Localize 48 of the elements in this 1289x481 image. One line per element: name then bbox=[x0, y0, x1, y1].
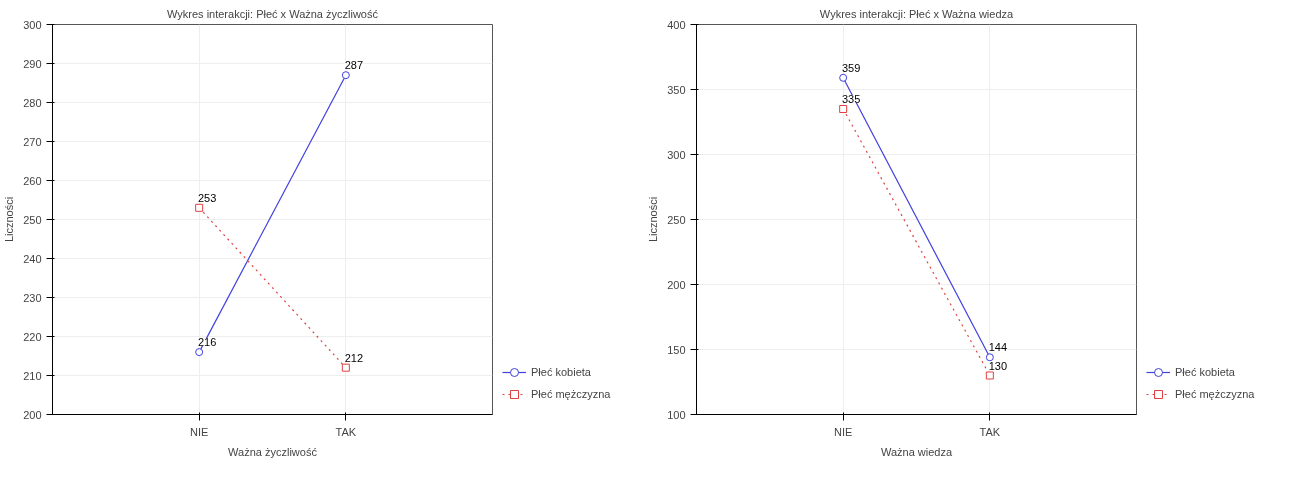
y-tick-label: 250 bbox=[23, 213, 42, 226]
y-tick-label: 250 bbox=[667, 213, 686, 226]
point bbox=[985, 353, 994, 362]
legend-label: Płeć kobieta bbox=[531, 366, 591, 378]
x-tick-label: NIE bbox=[834, 425, 853, 438]
y-tick-label: 280 bbox=[23, 96, 42, 109]
x-tick-label: TAK bbox=[979, 425, 1001, 438]
legend-label: Płeć mężczyzna bbox=[531, 388, 611, 400]
data-label: 359 bbox=[841, 61, 861, 74]
point bbox=[341, 71, 350, 80]
point bbox=[195, 203, 204, 212]
y-tick-label: 270 bbox=[23, 135, 42, 148]
y-tick-label: 260 bbox=[23, 174, 42, 187]
y-tick-label: 220 bbox=[23, 330, 42, 343]
data-label: 253 bbox=[197, 191, 217, 204]
y-tick-label: 200 bbox=[23, 408, 42, 421]
y-tick-label: 200 bbox=[667, 278, 686, 291]
y-tick-label: 400 bbox=[667, 18, 686, 31]
point bbox=[195, 348, 204, 357]
point bbox=[839, 73, 848, 82]
chart-title: Wykres interakcji: Płeć x Ważna życzliwość bbox=[167, 7, 379, 20]
point bbox=[985, 371, 994, 380]
y-tick-label: 100 bbox=[667, 408, 686, 421]
y-tick-label: 290 bbox=[23, 57, 42, 70]
data-label: 287 bbox=[344, 59, 364, 72]
chart-title: Wykres interakcji: Płeć x Ważna wiedza bbox=[819, 7, 1015, 20]
y-axis-title: Liczności bbox=[3, 196, 16, 243]
point bbox=[839, 105, 848, 113]
data-label: 144 bbox=[988, 341, 1008, 354]
y-tick-label: 230 bbox=[23, 291, 42, 304]
x-axis-title: Ważna życzliwość bbox=[228, 445, 318, 458]
point bbox=[341, 363, 350, 372]
y-axis-title: Liczności bbox=[647, 196, 660, 243]
y-tick-label: 240 bbox=[23, 252, 42, 265]
data-label: 335 bbox=[841, 93, 861, 105]
x-tick-label: NIE bbox=[190, 425, 209, 438]
x-tick-label: TAK bbox=[335, 425, 357, 438]
y-tick-label: 150 bbox=[667, 343, 686, 356]
y-tick-label: 350 bbox=[667, 83, 686, 96]
data-label: 130 bbox=[988, 359, 1008, 372]
legend-label: Płeć mężczyzna bbox=[1175, 388, 1255, 400]
data-label: 212 bbox=[344, 351, 364, 364]
y-tick-label: 210 bbox=[23, 369, 42, 382]
y-tick-label: 300 bbox=[23, 18, 42, 31]
legend-label: Płeć kobieta bbox=[1175, 366, 1235, 378]
data-label: 216 bbox=[197, 336, 217, 349]
x-axis-title: Ważna wiedza bbox=[880, 445, 953, 458]
y-tick-label: 300 bbox=[667, 148, 686, 161]
